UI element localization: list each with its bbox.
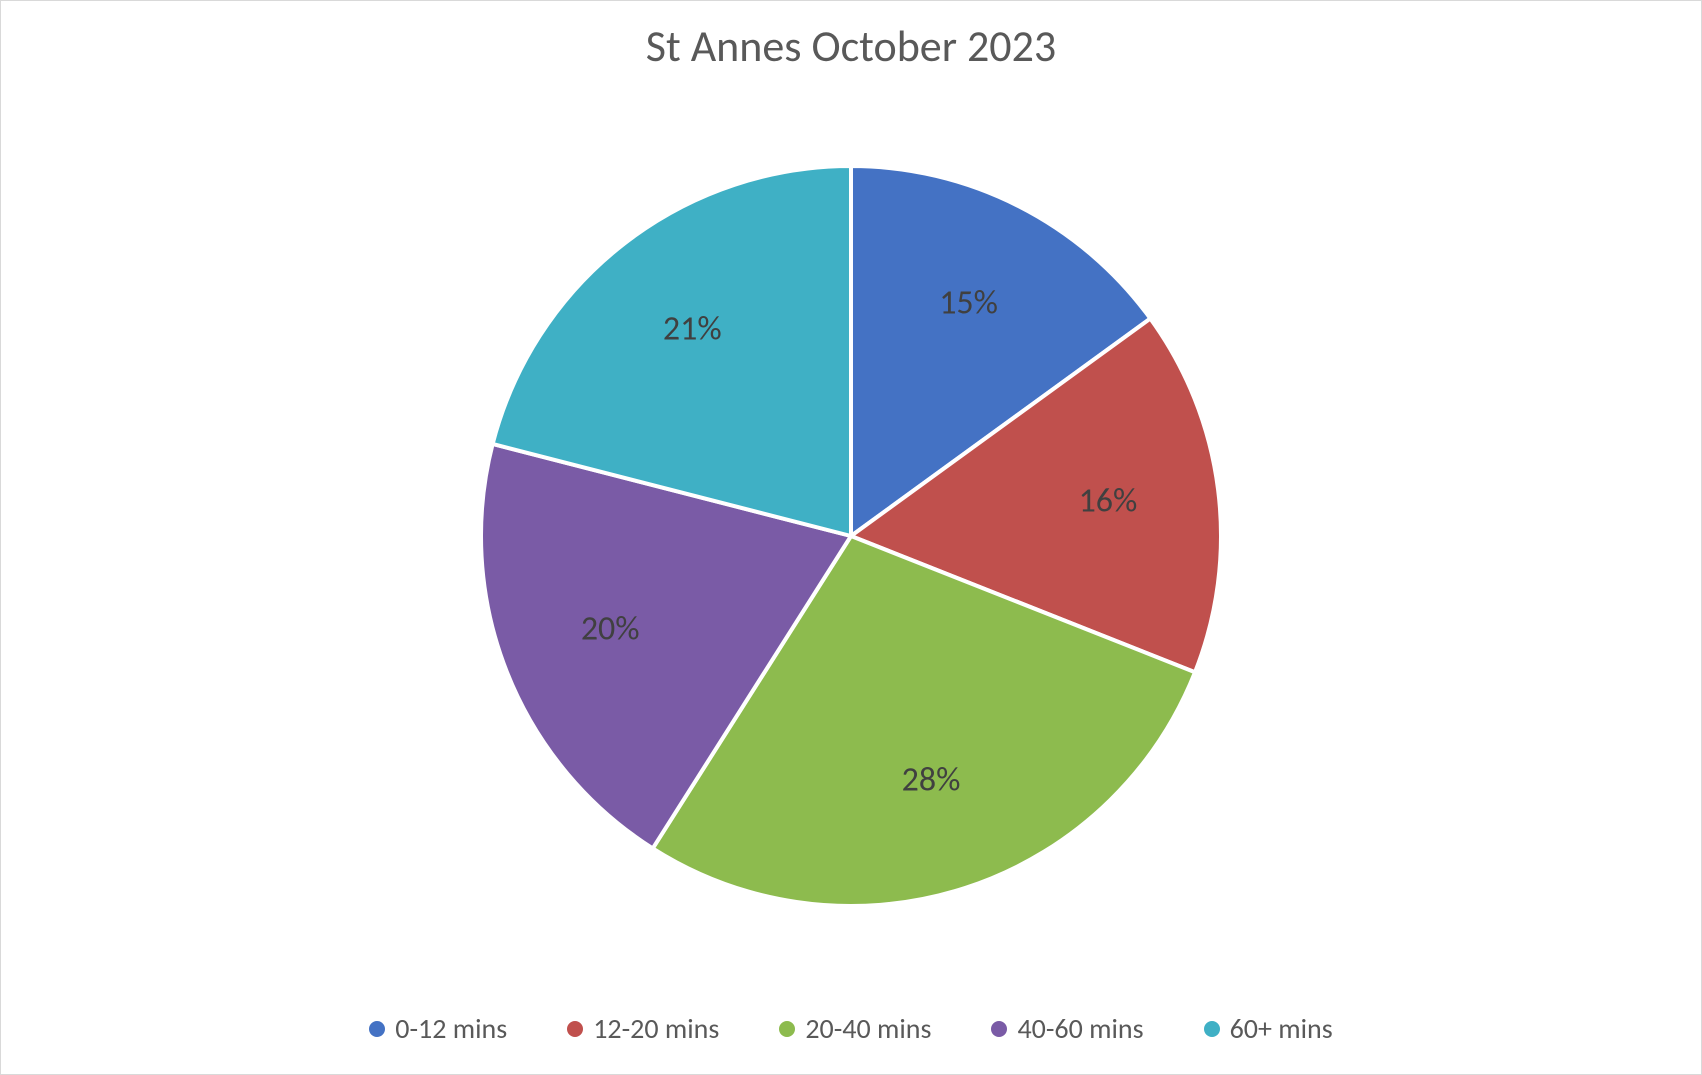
legend-item: 0-12 mins bbox=[369, 1011, 507, 1046]
slice-label: 20% bbox=[581, 608, 640, 649]
slice-label: 28% bbox=[902, 759, 961, 800]
legend-swatch bbox=[779, 1021, 795, 1037]
pie-chart-area: 15% 16% 28% 20% 21% bbox=[1, 121, 1701, 951]
legend-label: 0-12 mins bbox=[395, 1011, 507, 1046]
legend-swatch bbox=[567, 1021, 583, 1037]
legend-swatch bbox=[1204, 1021, 1220, 1037]
slice-label: 16% bbox=[1079, 481, 1138, 522]
legend-item: 40-60 mins bbox=[991, 1011, 1143, 1046]
legend-label: 60+ mins bbox=[1230, 1011, 1333, 1046]
legend-item: 20-40 mins bbox=[779, 1011, 931, 1046]
legend-label: 40-60 mins bbox=[1017, 1011, 1143, 1046]
legend: 0-12 mins 12-20 mins 20-40 mins 40-60 mins 6… bbox=[1, 1011, 1701, 1046]
chart-frame: St Annes October 2023 15% 16% 28% 20% 21% 0-… bbox=[0, 0, 1702, 1075]
slice-label: 21% bbox=[663, 308, 722, 349]
chart-title: St Annes October 2023 bbox=[1, 19, 1701, 73]
legend-swatch bbox=[991, 1021, 1007, 1037]
slice-label: 15% bbox=[939, 282, 998, 323]
legend-item: 60+ mins bbox=[1204, 1011, 1333, 1046]
pie-chart: 15% 16% 28% 20% 21% bbox=[301, 121, 1401, 951]
legend-item: 12-20 mins bbox=[567, 1011, 719, 1046]
legend-swatch bbox=[369, 1021, 385, 1037]
legend-label: 20-40 mins bbox=[805, 1011, 931, 1046]
legend-label: 12-20 mins bbox=[593, 1011, 719, 1046]
